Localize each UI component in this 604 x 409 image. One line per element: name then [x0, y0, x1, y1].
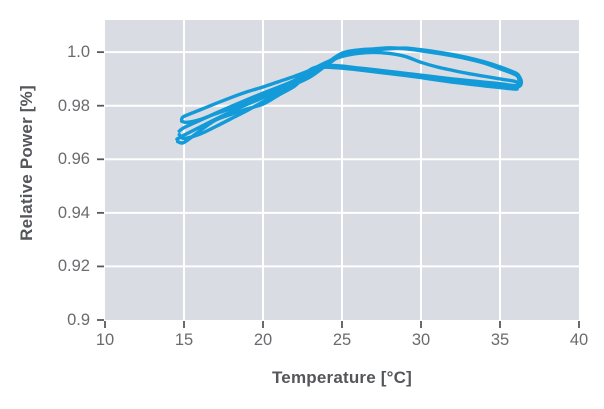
y-tick-label: 0.96: [57, 150, 90, 169]
y-tick-label: 0.92: [57, 257, 90, 276]
x-tick-label: 20: [253, 331, 273, 349]
x-tick-label: 25: [332, 331, 352, 349]
x-tick-label: 10: [95, 331, 115, 349]
x-tick-label: 35: [490, 331, 510, 349]
y-tick-label: 0.94: [57, 203, 90, 222]
x-tick-label: 30: [411, 331, 431, 349]
y-tick-label: 0.9: [67, 311, 90, 329]
y-tick-label: 1.0: [67, 43, 90, 62]
x-tick-label: 15: [174, 331, 194, 349]
y-tick-label: 0.98: [57, 96, 90, 115]
x-axis-label: Temperature [°C]: [271, 368, 413, 387]
x-tick-label: 40: [569, 331, 589, 349]
hysteresis-curve-cycle-3: [179, 50, 520, 125]
